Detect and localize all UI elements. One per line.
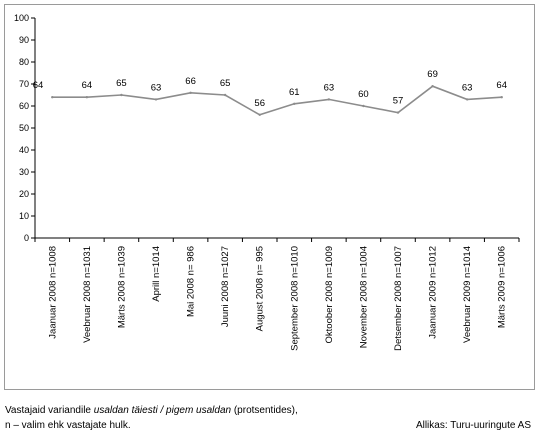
data-point xyxy=(258,113,261,117)
data-point xyxy=(465,98,469,101)
data-label: 64 xyxy=(82,80,93,91)
y-tick-label: 100 xyxy=(14,13,29,23)
y-tick-label: 90 xyxy=(19,35,29,45)
data-point xyxy=(85,96,89,99)
data-point xyxy=(431,85,434,88)
data-point xyxy=(500,96,503,99)
source-note: Allikas: Turu-uuringute AS xyxy=(415,420,531,431)
x-category-label: September 2008 n=1010 xyxy=(289,246,300,351)
data-point xyxy=(189,91,192,95)
y-tick-label: 10 xyxy=(19,211,29,221)
x-category-label: Märts 2008 n=1039 xyxy=(116,246,127,328)
data-label: 63 xyxy=(324,82,335,93)
footnote-line-2: n – valim ehk vastajate hulk. xyxy=(5,420,131,431)
x-category-label: August 2008 n= 995 xyxy=(255,246,266,331)
data-point xyxy=(120,93,123,97)
y-tick-label: 50 xyxy=(19,123,29,133)
y-tick-label: 80 xyxy=(19,57,29,67)
data-point xyxy=(223,93,227,97)
data-label: 64 xyxy=(496,80,507,91)
data-label: 65 xyxy=(116,78,127,89)
line-chart: 0 10 20 30 40 50 60 70 80 90 100 Jaanuar 2008 n=100… xyxy=(14,13,520,351)
y-tick-label: 0 xyxy=(24,233,29,243)
data-point xyxy=(51,96,54,99)
footnote-italic-answers: usaldan täiesti / pigem usaldan xyxy=(93,405,232,416)
data-point xyxy=(396,111,400,114)
data-point xyxy=(327,98,331,101)
y-tick-label: 40 xyxy=(19,145,29,155)
data-label: 64 xyxy=(33,80,44,91)
x-category-label: Aprill n=1014 xyxy=(151,246,162,302)
x-category-label: Jaanuar 2008 n=1008 xyxy=(47,246,58,339)
x-category-label: Jaanuar 2009 n=1012 xyxy=(428,246,439,339)
data-label: 61 xyxy=(289,87,300,98)
footnote-prefix: Vastajaid variandile xyxy=(5,405,94,416)
y-tick-label: 30 xyxy=(19,167,29,177)
x-category-label: Veebruar 2009 n=1014 xyxy=(462,246,473,343)
x-category-label: Märts 2009 n=1006 xyxy=(497,246,508,328)
data-label: 63 xyxy=(462,82,473,93)
x-category-label: Detsember 2008 n=1007 xyxy=(393,246,404,351)
data-label: 63 xyxy=(151,82,162,93)
x-category-label: Mai 2008 n= 986 xyxy=(186,246,197,317)
chart-footnote: Vastajaid variandile usaldan täiesti / p… xyxy=(5,403,298,433)
x-category-label: November 2008 n=1004 xyxy=(358,246,369,348)
data-label: 65 xyxy=(220,78,231,89)
data-label: 60 xyxy=(358,89,369,100)
y-tick-label: 20 xyxy=(19,189,29,199)
x-category-label: Veebruar 2008 n=1031 xyxy=(82,246,93,343)
data-point xyxy=(154,98,158,101)
data-label: 56 xyxy=(254,98,265,109)
data-label: 69 xyxy=(427,69,438,80)
chart-frame: 0 10 20 30 40 50 60 70 80 90 100 Jaanuar 2008 n=100… xyxy=(4,4,535,390)
data-label: 57 xyxy=(393,96,404,107)
x-category-label: Juuni 2008 n=1027 xyxy=(220,246,231,327)
series-line xyxy=(52,85,502,116)
data-point xyxy=(293,102,296,106)
data-point xyxy=(362,104,365,108)
footnote-suffix: (protsentides), xyxy=(231,405,298,416)
x-category-label: Oktoober 2008 n=1009 xyxy=(324,246,335,343)
footnote-line-1: Vastajaid variandile usaldan täiesti / p… xyxy=(5,403,298,418)
y-tick-label: 70 xyxy=(19,79,29,89)
data-label: 66 xyxy=(185,76,196,87)
y-tick-label: 60 xyxy=(19,101,29,111)
